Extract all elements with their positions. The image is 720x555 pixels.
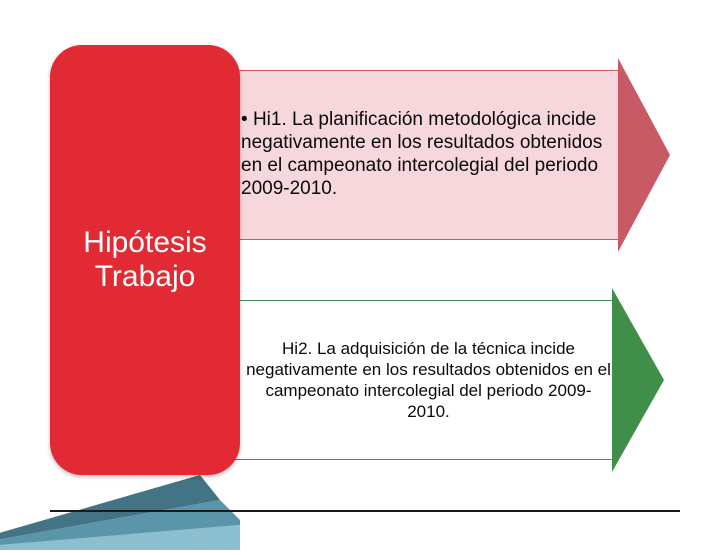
- title-text: Hipótesis Trabajo: [50, 226, 240, 295]
- bullet: •: [241, 109, 248, 130]
- arrow-hi2-body: Hi2. La adquisición de la técnica incide…: [215, 300, 615, 460]
- arrow-hi2-head: [614, 290, 664, 470]
- arrow-hi2: Hi2. La adquisición de la técnica incide…: [215, 300, 670, 460]
- arrow-hi1-head: [619, 60, 669, 250]
- arrow-hi1-text: • Hi1. La planificación metodológica inc…: [241, 109, 612, 200]
- arrow-hi2-text: Hi2. La adquisición de la técnica incide…: [246, 338, 611, 423]
- arrow-hi1-body: • Hi1. La planificación metodológica inc…: [200, 70, 620, 240]
- bottom-divider: [50, 510, 680, 512]
- hi1-content: Hi1. La planificación metodológica incid…: [241, 109, 602, 198]
- title-panel: Hipótesis Trabajo: [50, 45, 240, 475]
- hi2-content: Hi2. La adquisición de la técnica incide…: [246, 339, 611, 422]
- arrow-hi1: • Hi1. La planificación metodológica inc…: [200, 70, 670, 240]
